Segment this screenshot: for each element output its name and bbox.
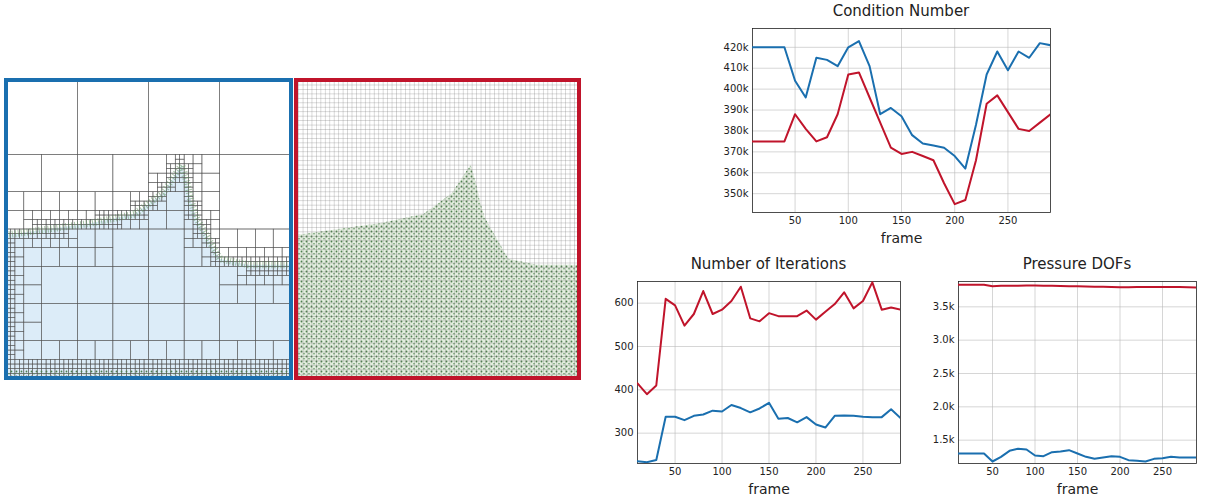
svg-text:360k: 360k [724, 167, 749, 178]
svg-text:300: 300 [614, 427, 633, 438]
svg-text:250: 250 [998, 215, 1017, 226]
html-text:Pressure DOFs: Pressure DOFs [1022, 255, 1132, 273]
svg-text:50: 50 [669, 466, 682, 477]
svg-text:100: 100 [712, 466, 731, 477]
svg-text:50: 50 [789, 215, 802, 226]
svg-text:390k: 390k [724, 104, 749, 115]
svg-text:250: 250 [853, 466, 872, 477]
svg-text:200: 200 [1110, 466, 1129, 477]
svg-text:frame: frame [881, 230, 923, 246]
svg-text:100: 100 [1025, 466, 1044, 477]
svg-text:400k: 400k [724, 83, 749, 94]
svg-text:200: 200 [945, 215, 964, 226]
svg-text:2.5k: 2.5k [933, 368, 955, 379]
svg-text:2.0k: 2.0k [933, 401, 955, 412]
svg-text:100: 100 [839, 215, 858, 226]
html-text:Number of Iterations: Number of Iterations [690, 255, 847, 273]
svg-text:250: 250 [1153, 466, 1172, 477]
svg-text:500: 500 [614, 341, 633, 352]
svg-text:50: 50 [986, 466, 999, 477]
svg-text:150: 150 [1068, 466, 1087, 477]
svg-text:150: 150 [759, 466, 778, 477]
svg-text:410k: 410k [724, 62, 749, 73]
svg-text:600: 600 [614, 297, 633, 308]
svg-text:1.5k: 1.5k [933, 434, 955, 445]
html-text:Condition Number: Condition Number [832, 2, 970, 20]
svg-text:frame: frame [748, 481, 790, 497]
svg-text:3.5k: 3.5k [933, 301, 955, 312]
svg-text:200: 200 [806, 466, 825, 477]
svg-text:350k: 350k [724, 188, 749, 199]
svg-text:3.0k: 3.0k [933, 334, 955, 345]
svg-text:420k: 420k [724, 42, 749, 53]
svg-text:380k: 380k [724, 125, 749, 136]
svg-text:frame: frame [1057, 481, 1099, 497]
svg-text:150: 150 [892, 215, 911, 226]
svg-text:370k: 370k [724, 146, 749, 157]
svg-text:400: 400 [614, 384, 633, 395]
